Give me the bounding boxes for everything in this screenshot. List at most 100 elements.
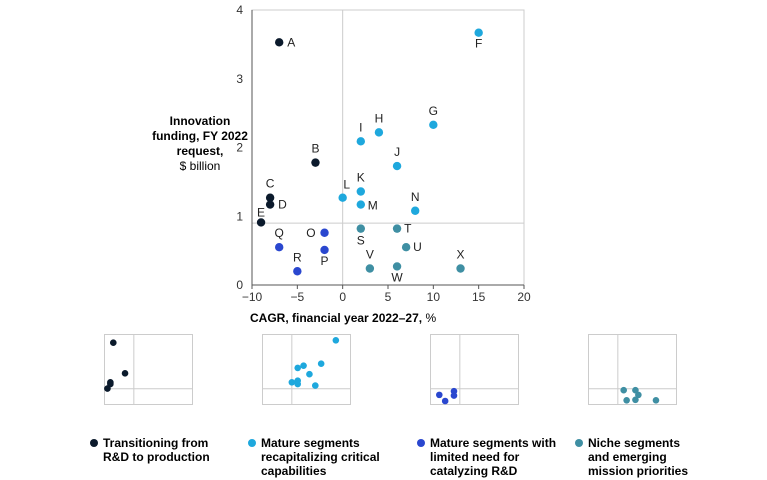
data-point-d xyxy=(265,200,275,209)
plot-frame xyxy=(251,9,525,286)
legend-dot xyxy=(90,439,98,447)
data-point-c xyxy=(265,193,275,202)
mini-point-i xyxy=(294,364,301,372)
point-label-o: O xyxy=(306,226,315,240)
mini-point-v xyxy=(623,397,630,404)
y-tick-label: 1 xyxy=(236,209,243,223)
mini-point-r xyxy=(441,397,449,405)
data-point-k xyxy=(356,187,365,196)
data-point-r xyxy=(293,267,302,276)
point-label-s: S xyxy=(357,234,365,248)
mini-point-b xyxy=(121,370,129,377)
point-label-n: N xyxy=(411,190,420,204)
mini-point-u xyxy=(635,391,642,399)
mini-point-w xyxy=(632,396,639,404)
point-label-b: B xyxy=(311,142,319,156)
legend-label: Transitioning from R&D to production xyxy=(103,436,210,464)
y-tick-label: 0 xyxy=(236,278,243,292)
mini-point-a xyxy=(110,339,117,347)
data-point-h xyxy=(374,128,384,137)
data-point-s xyxy=(356,224,365,233)
x-tick-label: 5 xyxy=(385,290,392,304)
legend-dot xyxy=(575,439,583,447)
point-label-r: R xyxy=(293,250,302,264)
mini-point-n xyxy=(312,382,319,389)
data-point-e xyxy=(256,218,266,227)
data-point-u xyxy=(401,242,411,252)
mini-frame xyxy=(430,334,519,405)
point-label-f: F xyxy=(475,37,482,51)
mini-point-s xyxy=(620,386,627,394)
data-point-x xyxy=(456,264,465,273)
mini-frame xyxy=(104,334,193,405)
mini-chart-niche xyxy=(588,334,677,405)
point-label-j: J xyxy=(394,145,400,159)
data-point-q xyxy=(275,242,284,252)
mini-point-x xyxy=(652,397,660,404)
point-label-k: K xyxy=(357,171,365,185)
mini-point-p xyxy=(450,392,458,399)
mini-point-t xyxy=(632,386,639,394)
x-tick-label: 15 xyxy=(472,290,486,304)
mini-chart-mature-limited xyxy=(430,334,519,405)
legend-label: Mature segments with limited need for ca… xyxy=(430,436,557,478)
x-tick-label: 10 xyxy=(427,290,441,304)
data-point-g xyxy=(429,120,438,130)
point-label-t: T xyxy=(404,222,412,236)
legend-dot xyxy=(417,439,425,447)
point-label-q: Q xyxy=(275,226,284,240)
legend-label: Niche segments and emerging mission prio… xyxy=(588,436,689,478)
mini-point-l xyxy=(288,378,296,386)
data-point-t xyxy=(392,224,402,233)
point-label-u: U xyxy=(413,240,422,254)
x-tick-label: −5 xyxy=(290,290,304,304)
point-label-c: C xyxy=(266,177,275,191)
mini-point-f xyxy=(332,336,340,344)
x-axis-label-unit: % xyxy=(425,311,437,325)
point-label-d: D xyxy=(278,198,287,212)
mini-chart-mature-recapitalizing xyxy=(262,334,351,405)
x-axis-label-bold: CAGR, financial year 2022–27, xyxy=(250,311,423,325)
data-point-a xyxy=(275,38,284,47)
point-label-l: L xyxy=(343,178,350,192)
mini-point-q xyxy=(436,391,443,399)
point-label-v: V xyxy=(366,248,374,262)
y-tick-label: 4 xyxy=(236,3,243,17)
data-point-f xyxy=(474,28,483,37)
y-tick-label: 2 xyxy=(236,141,243,155)
data-point-m xyxy=(356,200,365,209)
data-point-w xyxy=(392,262,402,271)
mini-chart-transitioning xyxy=(104,334,193,405)
point-label-x: X xyxy=(457,248,465,262)
x-tick-label: −10 xyxy=(242,290,263,304)
y-axis-label-bold: Innovation funding, FY 2022 request, xyxy=(152,114,248,158)
data-point-l xyxy=(338,193,347,202)
x-tick-label: 20 xyxy=(517,290,531,304)
point-label-a: A xyxy=(287,35,295,49)
point-label-w: W xyxy=(391,270,403,284)
point-label-e: E xyxy=(257,205,265,219)
mini-frame xyxy=(262,334,351,405)
mini-point-g xyxy=(317,360,325,368)
mini-point-e xyxy=(104,385,111,392)
y-axis-label: Innovation funding, FY 2022 request, $ b… xyxy=(150,114,250,174)
mini-point-h xyxy=(300,362,307,369)
point-label-i: I xyxy=(359,120,362,134)
legend-dot xyxy=(248,439,256,447)
point-label-m: M xyxy=(368,199,378,213)
mini-point-m xyxy=(294,380,301,388)
point-label-g: G xyxy=(429,104,438,118)
data-point-o xyxy=(320,228,329,237)
data-point-b xyxy=(311,158,320,167)
y-axis-label-unit: $ billion xyxy=(179,159,221,173)
x-axis-label: CAGR, financial year 2022–27, % xyxy=(250,311,440,325)
point-label-h: H xyxy=(375,111,384,125)
x-tick-label: 0 xyxy=(339,290,346,304)
legend-label: Mature segments recapitalizing critical … xyxy=(261,436,380,478)
data-point-n xyxy=(411,206,420,215)
data-point-v xyxy=(365,264,375,273)
data-point-i xyxy=(356,137,365,146)
mini-frame xyxy=(588,334,677,405)
point-label-p: P xyxy=(321,254,329,268)
